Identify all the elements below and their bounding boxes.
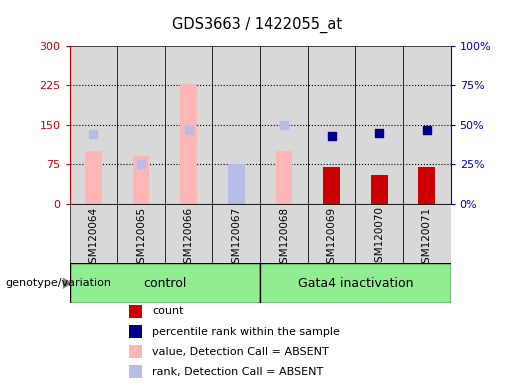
Point	[423, 126, 431, 132]
Text: control: control	[143, 277, 186, 290]
Bar	[129, 305, 142, 318]
Text: GDS3663 / 1422055_at: GDS3663 / 1422055_at	[173, 17, 342, 33]
Bar	[165, 46, 212, 204]
Bar	[117, 204, 165, 263]
Text: GSM120064: GSM120064	[89, 207, 98, 270]
Polygon shape	[63, 277, 72, 289]
Bar	[165, 204, 212, 263]
Bar	[355, 46, 403, 204]
Point	[375, 130, 383, 136]
Text: GSM120069: GSM120069	[327, 207, 336, 270]
Bar	[419, 167, 435, 204]
Bar	[323, 167, 340, 204]
Point	[89, 131, 97, 137]
Text: rank, Detection Call = ABSENT: rank, Detection Call = ABSENT	[152, 367, 323, 377]
Bar	[133, 156, 149, 204]
Text: count: count	[152, 306, 183, 316]
Bar	[70, 46, 117, 204]
Bar	[403, 204, 451, 263]
Text: GSM120067: GSM120067	[231, 207, 241, 270]
Text: GSM120070: GSM120070	[374, 207, 384, 270]
Bar	[117, 46, 165, 204]
Bar	[212, 204, 260, 263]
Text: percentile rank within the sample: percentile rank within the sample	[152, 326, 340, 337]
Bar	[260, 204, 308, 263]
Bar	[307, 204, 355, 263]
Bar	[355, 204, 403, 263]
Bar	[371, 175, 387, 204]
Bar	[129, 366, 142, 378]
Bar	[371, 175, 387, 204]
Bar	[129, 325, 142, 338]
Bar	[180, 84, 197, 204]
Bar	[212, 46, 260, 204]
Bar	[260, 46, 308, 204]
Text: GSM120066: GSM120066	[184, 207, 194, 270]
Bar	[129, 345, 142, 358]
Point	[184, 126, 193, 132]
Text: genotype/variation: genotype/variation	[5, 278, 111, 288]
Bar	[70, 204, 117, 263]
Text: GSM120071: GSM120071	[422, 207, 432, 270]
Point	[137, 161, 145, 167]
Bar	[403, 46, 451, 204]
Bar	[276, 151, 292, 204]
Bar	[260, 263, 451, 303]
Text: value, Detection Call = ABSENT: value, Detection Call = ABSENT	[152, 347, 329, 357]
Bar	[70, 263, 260, 303]
Text: GSM120065: GSM120065	[136, 207, 146, 270]
Point	[280, 122, 288, 128]
Point	[328, 133, 336, 139]
Text: Gata4 inactivation: Gata4 inactivation	[298, 277, 413, 290]
Bar	[85, 151, 101, 204]
Bar	[228, 164, 245, 204]
Text: GSM120068: GSM120068	[279, 207, 289, 270]
Bar	[228, 196, 245, 204]
Bar	[307, 46, 355, 204]
